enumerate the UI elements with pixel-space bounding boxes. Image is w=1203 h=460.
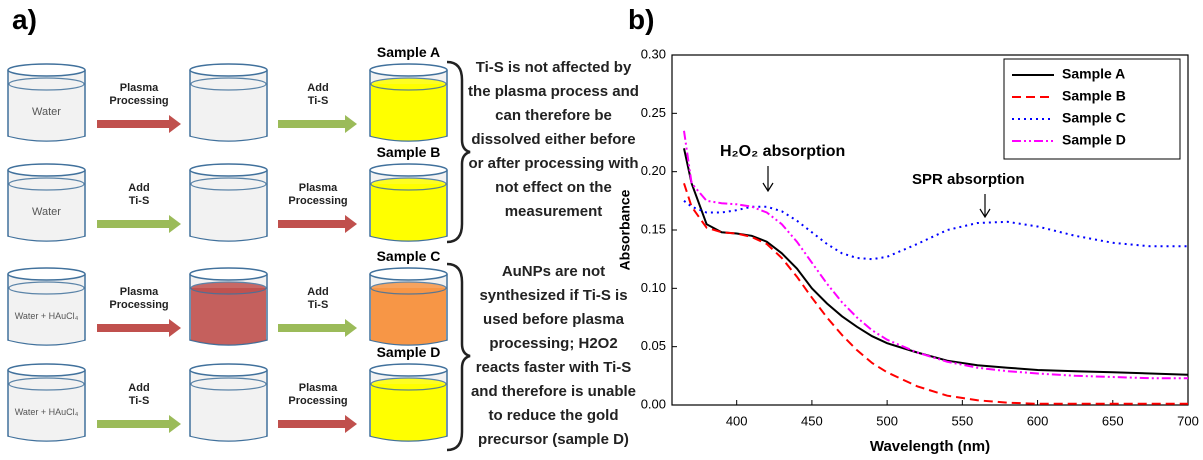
series-line <box>683 182 1188 405</box>
step-label: Add Ti-S <box>307 286 329 311</box>
x-axis-label: Wavelength (nm) <box>870 438 990 455</box>
liquid <box>371 84 446 141</box>
liquid <box>371 288 446 345</box>
sample-label: Sample C <box>376 248 441 264</box>
process-arrow <box>97 415 181 433</box>
liquid-surface <box>8 77 85 91</box>
process-arrow <box>278 415 357 433</box>
x-tick-label: 600 <box>1027 413 1049 428</box>
step-label: Add Ti-S <box>128 182 150 207</box>
liquid <box>191 84 266 141</box>
liquid <box>9 288 84 345</box>
beaker-label: Water + HAuCl₄ <box>14 311 79 321</box>
panel-label: a) <box>12 4 37 35</box>
liquid <box>191 288 266 345</box>
annotation-arrow <box>762 166 774 193</box>
liquid <box>371 184 446 241</box>
panel-label: b) <box>628 4 655 35</box>
beaker-rim <box>369 63 448 77</box>
step-label: Add Ti-S <box>128 382 150 407</box>
liquid-surface <box>370 377 447 391</box>
y-tick-label: 0.15 <box>641 221 666 236</box>
liquid-surface <box>190 377 267 391</box>
liquid <box>371 384 446 441</box>
process-arrow <box>278 115 357 133</box>
beaker-rim <box>7 363 86 377</box>
annotation-arrow <box>979 194 991 219</box>
x-tick-label: 550 <box>951 413 973 428</box>
liquid-surface <box>190 281 267 295</box>
sample-label: Sample A <box>376 44 441 60</box>
step-label: Plasma Processing <box>288 182 348 207</box>
liquid-surface <box>370 281 447 295</box>
sample-label: Sample B <box>376 144 441 160</box>
beaker-rim <box>369 363 448 377</box>
liquid-surface <box>8 281 85 295</box>
step-label: Add Ti-S <box>307 82 329 107</box>
y-tick-label: 0.05 <box>641 338 666 353</box>
note: AuNPs are not synthesized if Ti-S is use… <box>470 263 637 448</box>
beaker-rim <box>189 267 268 281</box>
series-line <box>683 130 1188 380</box>
note: Ti-S is not affected by the plasma proce… <box>468 59 639 220</box>
beaker-label: Water + HAuCl₄ <box>14 407 79 417</box>
process-arrow <box>97 215 181 233</box>
sample-label: Sample D <box>376 344 441 360</box>
liquid-surface <box>190 177 267 191</box>
liquid-surface <box>190 77 267 91</box>
beaker-rim <box>369 267 448 281</box>
beaker-rim <box>7 267 86 281</box>
legend-label: Sample B <box>1062 88 1126 104</box>
step-label: Plasma Processing <box>109 286 169 311</box>
beaker-rim <box>7 63 86 77</box>
process-arrow <box>97 115 181 133</box>
x-tick-label: 700 <box>1177 413 1199 428</box>
liquid <box>9 384 84 441</box>
step-label: Plasma Processing <box>109 82 169 107</box>
legend-label: Sample A <box>1062 66 1125 82</box>
y-tick-label: 0.00 <box>641 396 666 411</box>
brace <box>446 60 471 244</box>
legend-label: Sample D <box>1062 132 1126 148</box>
y-tick-label: 0.10 <box>641 280 666 295</box>
process-arrow <box>278 319 357 337</box>
y-axis-label: Absorbance <box>617 189 633 270</box>
process-arrow <box>278 215 357 233</box>
y-tick-label: 0.25 <box>641 105 666 120</box>
liquid-surface <box>370 77 447 91</box>
x-tick-label: 650 <box>1102 413 1124 428</box>
annotation: H₂O₂ absorption <box>720 143 845 160</box>
liquid <box>191 384 266 441</box>
beaker-rim <box>189 163 268 177</box>
beaker-label: Water <box>32 206 61 218</box>
beaker-rim <box>369 163 448 177</box>
x-tick-label: 450 <box>801 413 823 428</box>
liquid-surface <box>8 177 85 191</box>
step-label: Plasma Processing <box>288 382 348 407</box>
annotation: SPR absorption <box>912 171 1025 188</box>
liquid <box>9 184 84 241</box>
x-tick-label: 400 <box>726 413 748 428</box>
x-tick-label: 500 <box>876 413 898 428</box>
y-tick-label: 0.30 <box>641 46 666 61</box>
liquid-surface <box>8 377 85 391</box>
liquid <box>191 184 266 241</box>
process-arrow <box>97 319 181 337</box>
legend-label: Sample C <box>1062 110 1126 126</box>
beaker-label: Water <box>32 106 61 118</box>
series-line <box>683 200 1188 261</box>
beaker-rim <box>189 363 268 377</box>
y-tick-label: 0.20 <box>641 163 666 178</box>
liquid <box>9 84 84 141</box>
brace <box>446 262 471 452</box>
beaker-rim <box>189 63 268 77</box>
liquid-surface <box>370 177 447 191</box>
beaker-rim <box>7 163 86 177</box>
